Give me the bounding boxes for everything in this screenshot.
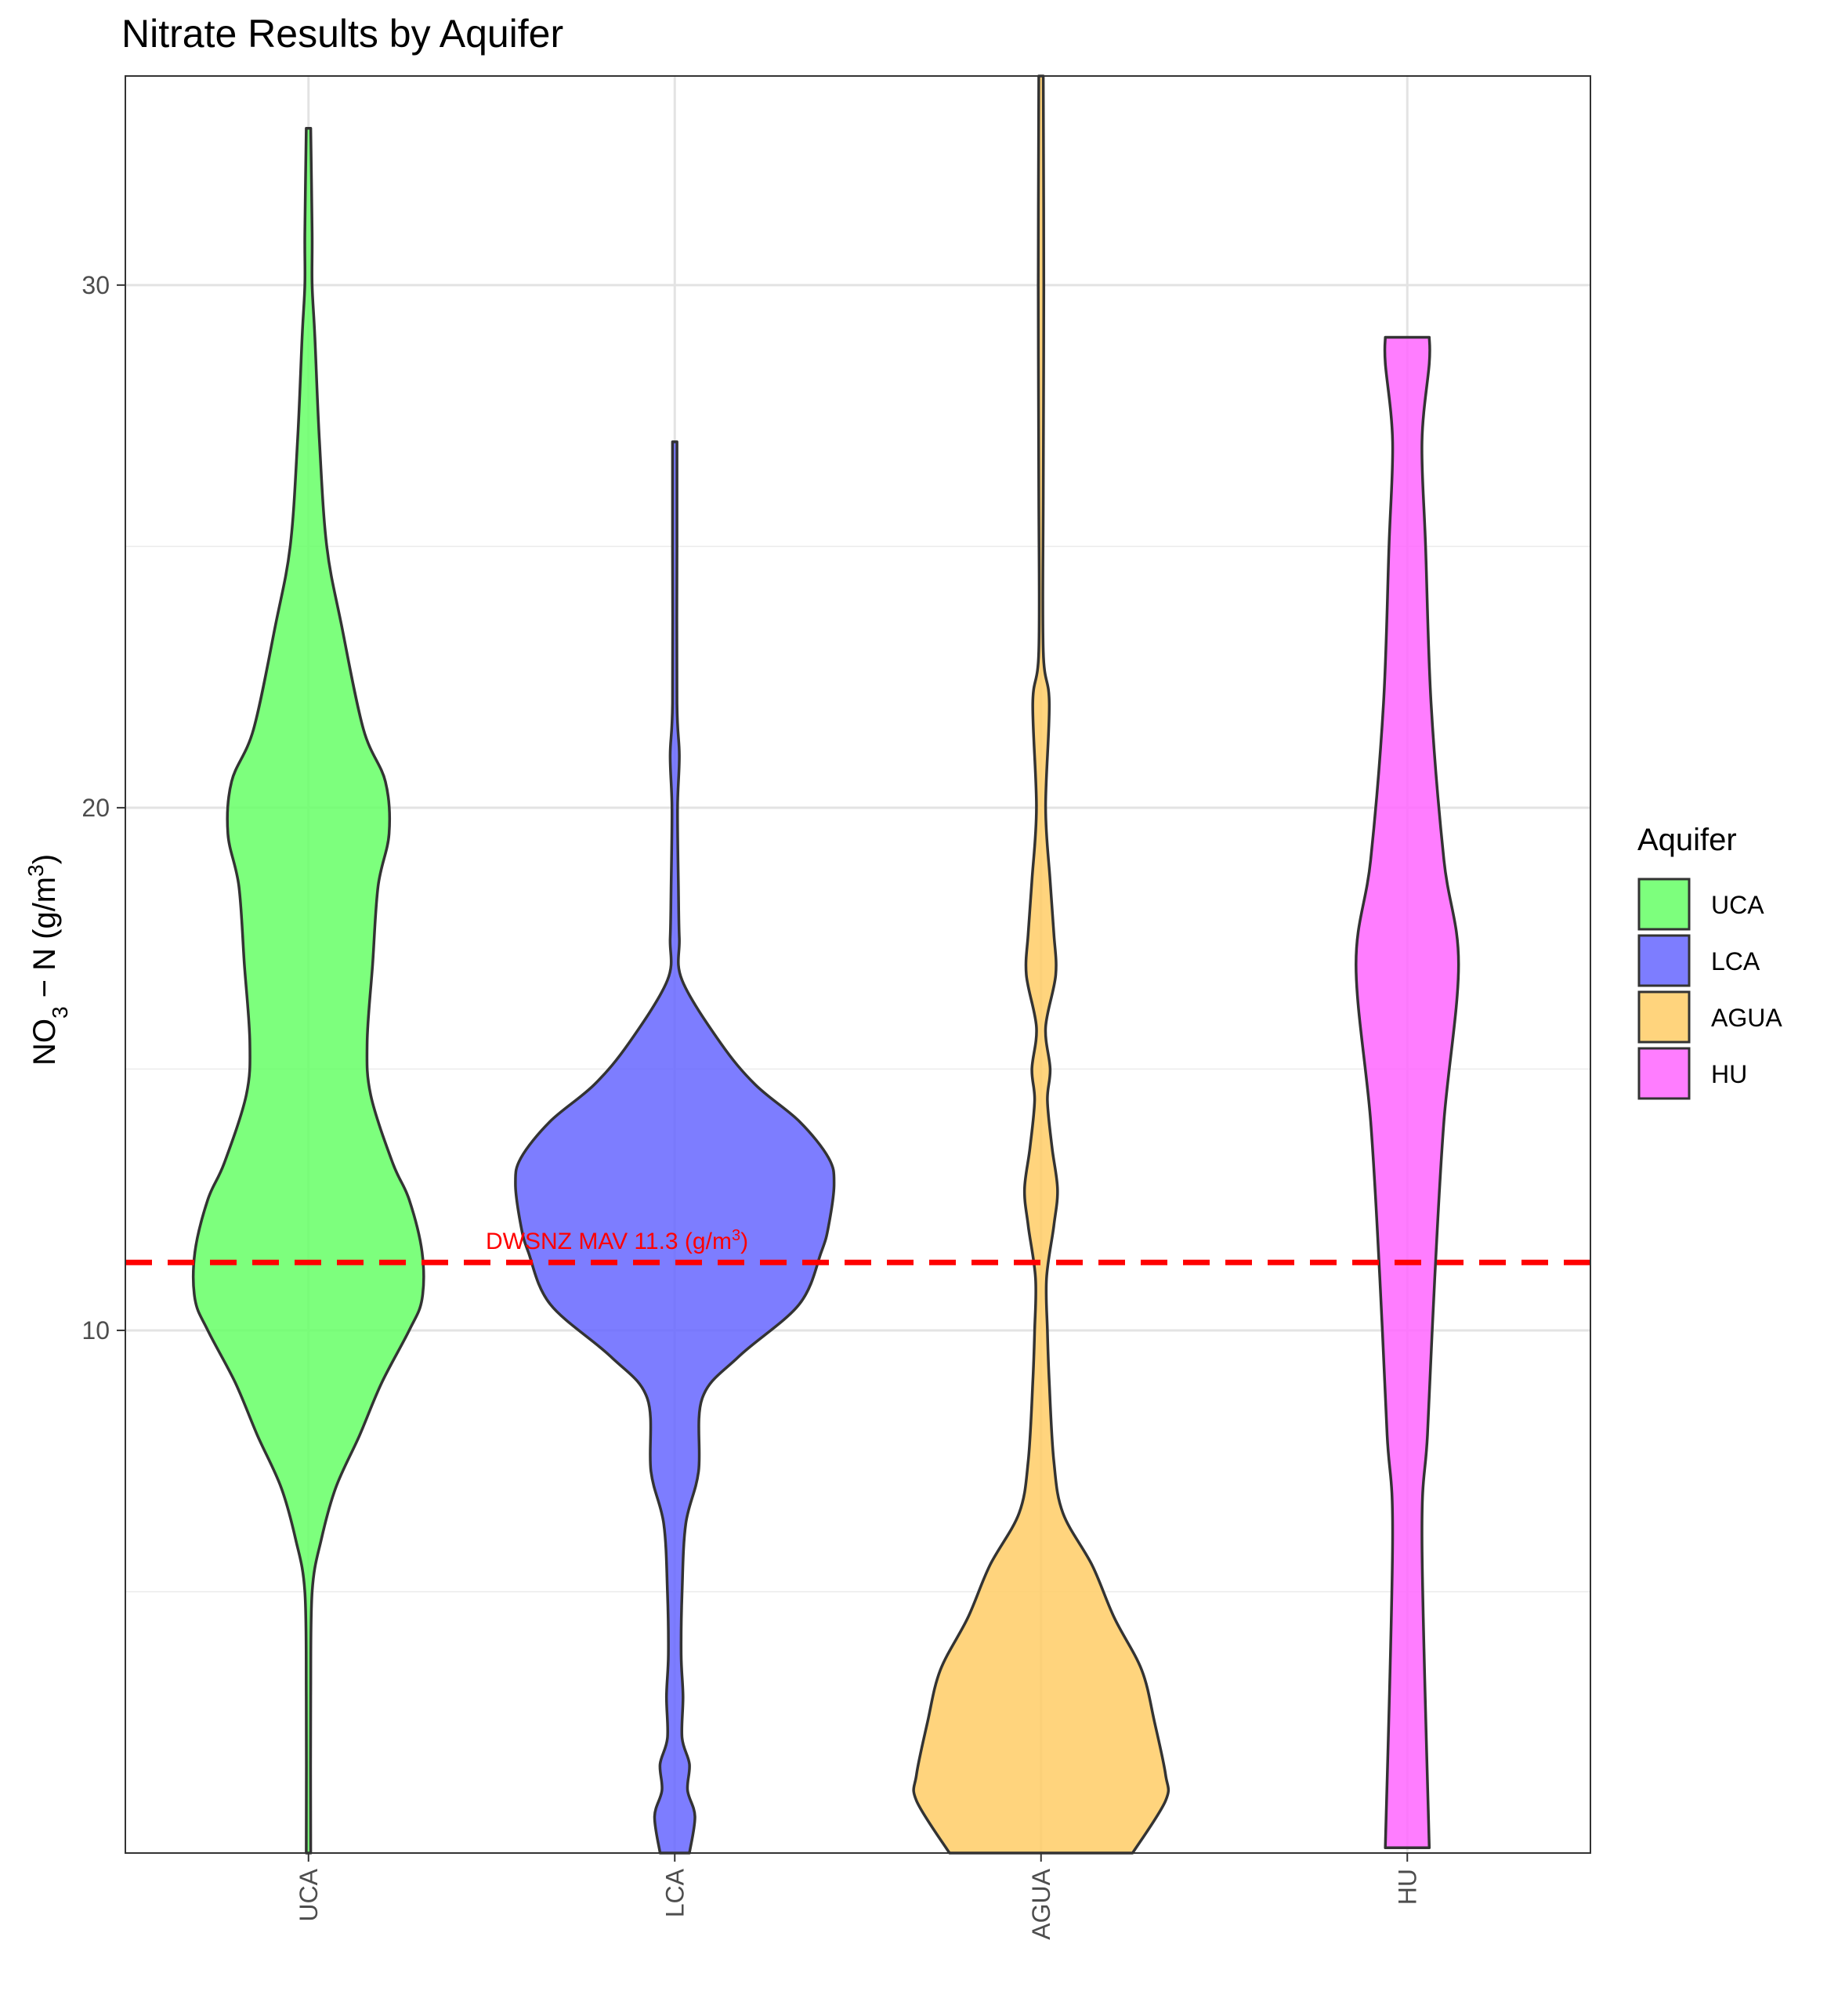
legend-swatch-uca	[1637, 878, 1691, 931]
y-axis: 10 20 30	[81, 271, 125, 1345]
legend-label-uca: UCA	[1711, 891, 1764, 919]
legend-label-agua: AGUA	[1711, 1004, 1782, 1032]
reference-line-label-end: )	[740, 1229, 748, 1254]
x-tick-label-uca: UCA	[295, 1868, 323, 1921]
reference-line-label-sup: 3	[732, 1227, 740, 1244]
chart-title: Nitrate Results by Aquifer	[121, 12, 563, 56]
panel-border	[125, 75, 1591, 1854]
legend-title: Aquifer	[1637, 823, 1737, 857]
y-axis-title-end: )	[27, 854, 62, 864]
x-axis: UCA LCA AGUA HU	[295, 1853, 1421, 1940]
legend-items: UCA LCA AGUA HU	[1637, 878, 1782, 1100]
y-tick-label: 30	[81, 271, 110, 299]
violin-uca	[192, 126, 425, 1855]
violin-hu	[1355, 335, 1460, 1850]
x-tick-label-agua: AGUA	[1027, 1868, 1055, 1939]
legend-swatch-hu	[1637, 1047, 1691, 1100]
y-axis-title-sup: 3	[24, 864, 48, 877]
violin-lca	[514, 440, 836, 1855]
legend-label-hu: HU	[1711, 1060, 1747, 1088]
reference-line-label-main: DWSNZ MAV 11.3 (g/m	[486, 1229, 732, 1254]
x-tick-label-hu: HU	[1393, 1869, 1421, 1905]
y-axis-title-mid: − N (g/m	[27, 877, 62, 1007]
reference-line-label: DWSNZ MAV 11.3 (g/m3)	[486, 1227, 748, 1254]
y-axis-title-main: NO	[27, 1019, 62, 1066]
y-tick-label: 20	[81, 794, 110, 822]
legend-label-lca: LCA	[1711, 947, 1760, 975]
legend-swatch-agua	[1637, 990, 1691, 1044]
y-tick-label: 10	[81, 1316, 110, 1345]
x-tick-label-lca: LCA	[660, 1868, 689, 1917]
legend-swatch-lca	[1637, 934, 1691, 987]
legend: Aquifer UCA LCA AGUA HU	[1637, 823, 1782, 1100]
y-axis-title-sub: 3	[48, 1006, 72, 1019]
reference-line-group: DWSNZ MAV 11.3 (g/m3)	[125, 1227, 1590, 1265]
y-axis-title: NO3 − N (g/m3)	[24, 854, 72, 1066]
